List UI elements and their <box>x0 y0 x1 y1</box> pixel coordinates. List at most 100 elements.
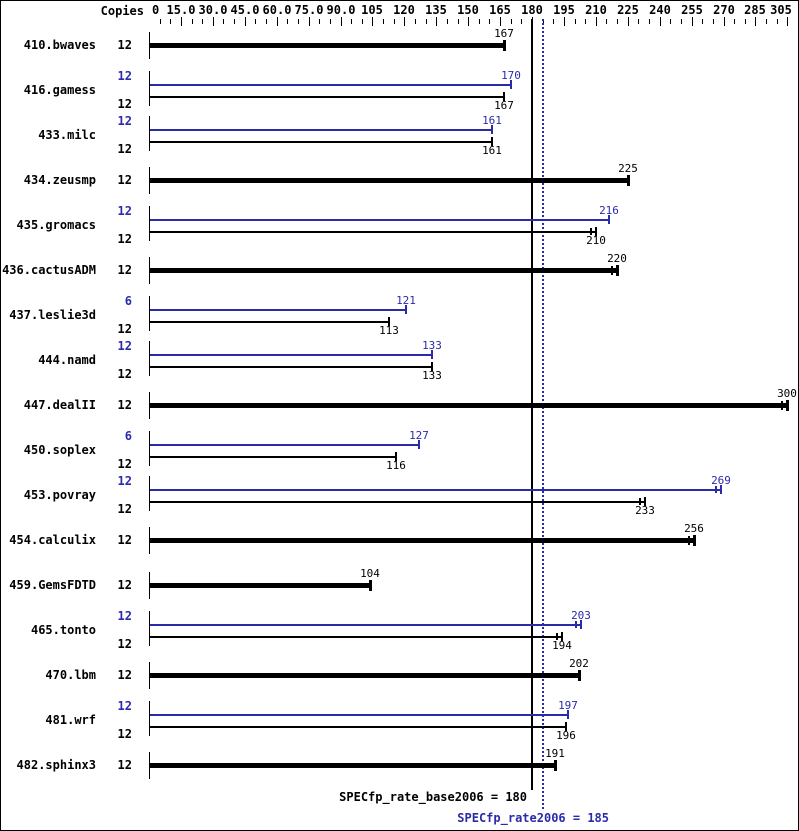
axis-major-tick <box>181 17 182 26</box>
axis-tick-label: 240 <box>649 3 671 17</box>
benchmark-row: 434.zeusmp 12 225 <box>1 158 798 203</box>
base-copies-value: 12 <box>117 758 132 772</box>
axis-tick-label: 165 <box>489 3 511 17</box>
base-copies-value: 12 <box>117 173 132 187</box>
base-bar <box>150 321 389 323</box>
axis-minor-tick <box>575 19 576 24</box>
peak-copies-value: 12 <box>117 204 132 218</box>
axis-minor-tick <box>223 19 224 24</box>
bar-end-cap <box>644 497 646 506</box>
axis-tick-label: 195 <box>553 3 575 17</box>
axis-minor-tick <box>553 19 554 24</box>
base-bar <box>150 43 504 48</box>
benchmark-row: 481.wrf 12 12 197 196 <box>1 698 798 743</box>
peak-bar <box>150 309 406 311</box>
summary-base-label: SPECfp_rate_base2006 = 180 <box>339 790 527 804</box>
benchmark-name: 470.lbm <box>45 668 96 682</box>
base-copies-value: 12 <box>117 322 132 336</box>
base-value-label: 104 <box>360 567 380 580</box>
axis-minor-tick <box>777 19 778 24</box>
axis-tick-label: 0 <box>152 3 160 17</box>
bar-end-cap <box>693 535 696 546</box>
base-copies-value: 12 <box>117 533 132 547</box>
base-bar <box>150 178 628 183</box>
benchmark-name: 433.milc <box>38 128 96 142</box>
axis-minor-tick <box>670 19 671 24</box>
row-axis-spine <box>149 116 150 151</box>
base-copies-value: 12 <box>117 457 132 471</box>
base-value-label: 167 <box>494 99 514 112</box>
peak-copies-value: 12 <box>117 339 132 353</box>
bar-end-cap <box>510 80 512 89</box>
axis-major-tick <box>660 17 661 26</box>
benchmark-row: 444.namd 12 12 133 133 <box>1 338 798 383</box>
benchmark-name: 444.namd <box>38 353 96 367</box>
bar-end-cap <box>786 400 789 411</box>
row-axis-spine <box>149 431 150 466</box>
axis-tick-label: 225 <box>617 3 639 17</box>
axis-minor-tick <box>255 19 256 24</box>
bar-end-cap <box>388 317 390 326</box>
benchmark-row: 410.bwaves 12 167 <box>1 23 798 68</box>
row-axis-spine <box>149 392 150 419</box>
base-value-label: 196 <box>556 729 576 742</box>
base-copies-value: 12 <box>117 367 132 381</box>
row-axis-spine <box>149 476 150 511</box>
benchmark-row: 459.GemsFDTD 12 104 <box>1 563 798 608</box>
axis-major-tick <box>277 17 278 26</box>
peak-copies-value: 6 <box>124 429 132 443</box>
axis-minor-tick <box>521 19 522 24</box>
axis-minor-tick <box>415 19 416 24</box>
base-copies-value: 12 <box>117 232 132 246</box>
base-value-label: 233 <box>635 504 655 517</box>
base-bar <box>150 403 787 408</box>
axis-minor-tick <box>202 19 203 24</box>
base-bar <box>150 268 617 273</box>
benchmark-name: 447.dealII <box>23 398 96 412</box>
row-axis-spine <box>149 257 150 284</box>
bar-end-cap <box>720 485 722 494</box>
axis-minor-tick <box>362 19 363 24</box>
benchmark-row: 454.calculix 12 256 <box>1 518 798 563</box>
peak-value-label: 127 <box>409 429 429 442</box>
benchmark-name: 434.zeusmp <box>23 173 96 187</box>
axis-major-tick <box>468 17 469 26</box>
axis-tick-label: 180 <box>521 3 543 17</box>
peak-bar <box>150 714 568 716</box>
run-spread-marker <box>556 633 558 640</box>
axis-minor-tick <box>170 19 171 24</box>
benchmark-name: 465.tonto <box>30 623 96 637</box>
base-copies-value: 12 <box>117 727 132 741</box>
peak-copies-value: 12 <box>117 69 132 83</box>
base-value-label: 116 <box>386 459 406 472</box>
bar-end-cap <box>491 125 493 134</box>
peak-value-label: 197 <box>558 699 578 712</box>
peak-mean-line <box>542 19 544 809</box>
peak-value-label: 161 <box>482 114 502 127</box>
axis-minor-tick <box>479 19 480 24</box>
bar-end-cap <box>491 137 493 146</box>
benchmark-row: 465.tonto 12 12 203 194 <box>1 608 798 653</box>
base-value-label: 300 <box>777 387 797 400</box>
axis-minor-tick <box>606 19 607 24</box>
benchmark-name: 482.sphinx3 <box>16 758 96 772</box>
peak-value-label: 133 <box>422 339 442 352</box>
axis-minor-tick <box>160 19 161 24</box>
run-spread-marker <box>639 498 641 505</box>
base-bar <box>150 501 645 503</box>
axis-major-tick <box>596 17 597 26</box>
axis-minor-tick <box>287 19 288 24</box>
axis-major-tick <box>500 17 501 26</box>
axis-tick-label: 30.0 <box>198 3 228 17</box>
axis-minor-tick <box>447 19 448 24</box>
base-bar <box>150 366 432 368</box>
axis-tick-label: 75.0 <box>294 3 324 17</box>
run-spread-marker <box>575 621 577 628</box>
base-value-label: 256 <box>684 522 704 535</box>
bar-end-cap <box>608 215 610 224</box>
axis-tick-label: 135 <box>425 3 447 17</box>
base-bar <box>150 96 504 98</box>
axis-minor-tick <box>766 19 767 24</box>
axis-major-tick <box>787 17 788 26</box>
